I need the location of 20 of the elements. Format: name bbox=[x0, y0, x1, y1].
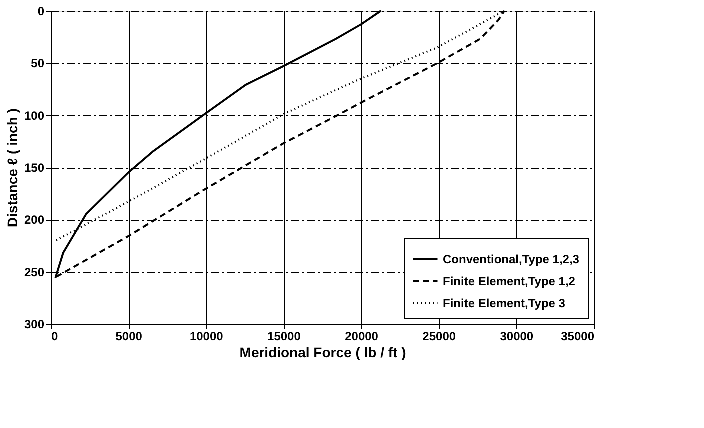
x-tick-label: 5000 bbox=[116, 330, 143, 344]
y-tick-label: 50 bbox=[31, 56, 45, 71]
legend-label: Finite Element,Type 1,2 bbox=[443, 274, 576, 288]
y-tick-label: 100 bbox=[24, 108, 45, 123]
legend-label: Conventional,Type 1,2,3 bbox=[443, 252, 580, 266]
y-tick-label: 300 bbox=[24, 318, 45, 332]
y-tick-label: 200 bbox=[24, 213, 45, 228]
x-tick-label: 10000 bbox=[190, 330, 224, 344]
y-tick-label: 250 bbox=[24, 265, 45, 280]
y-tick-label: 150 bbox=[24, 161, 45, 175]
y-axis-title: Distance ℓ ( inch ) bbox=[4, 108, 20, 228]
x-tick-label: 0 bbox=[52, 330, 58, 344]
x-tick-label: 25000 bbox=[422, 330, 456, 344]
y-tick-label: 0 bbox=[38, 4, 45, 18]
legend-label: Finite Element,Type 3 bbox=[443, 296, 566, 310]
x-tick-label: 20000 bbox=[345, 330, 379, 344]
x-tick-label: 35000 bbox=[561, 330, 595, 344]
x-tick-label: 30000 bbox=[500, 330, 534, 344]
x-axis-title: Meridional Force ( lb / ft ) bbox=[240, 344, 406, 360]
x-tick-label: 15000 bbox=[268, 330, 302, 344]
